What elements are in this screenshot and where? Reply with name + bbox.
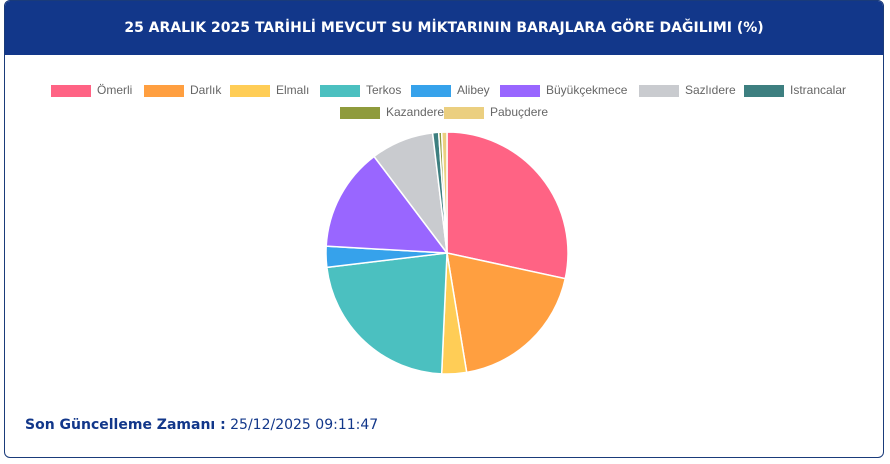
- legend-swatch: [230, 85, 270, 97]
- legend-swatch: [340, 107, 380, 119]
- footer-label: Son Güncelleme Zamanı :: [25, 417, 226, 433]
- chart-title: 25 ARALIK 2025 TARİHLİ MEVCUT SU MİKTARI…: [5, 1, 883, 55]
- pie-slice: [446, 131, 569, 280]
- legend-swatch: [500, 85, 540, 97]
- footer: Son Güncelleme Zamanı : 25/12/2025 09:11…: [25, 417, 378, 433]
- legend-label: Elmalı: [276, 83, 309, 97]
- pie-slice: [446, 252, 567, 374]
- legend-swatch: [744, 85, 784, 97]
- legend-swatch: [639, 85, 679, 97]
- legend-swatch: [144, 85, 184, 97]
- legend-swatch: [411, 85, 451, 97]
- legend-label: Alibey: [457, 83, 490, 97]
- legend-label: Ömerli: [97, 83, 132, 97]
- pie-slice: [325, 155, 449, 254]
- legend-label: Terkos: [366, 83, 401, 97]
- legend-label: Büyükçekmece: [546, 83, 628, 97]
- legend-label: Darlık: [190, 83, 222, 97]
- legend-swatch: [51, 85, 91, 97]
- chart: Ömerli Darlık Elmalı Terkos Alibey Büyükçekme…: [51, 83, 846, 375]
- legend-label: Kazandere: [386, 105, 444, 119]
- pie-slice: [440, 131, 448, 254]
- legend-swatch: [444, 107, 484, 119]
- pie-slice: [326, 252, 448, 375]
- card: 25 ARALIK 2025 TARİHLİ MEVCUT SU MİKTARI…: [4, 0, 884, 458]
- legend-label: Istrancalar: [790, 83, 846, 97]
- footer-value: 25/12/2025 09:11:47: [230, 417, 379, 433]
- legend-label: Sazlıdere: [685, 83, 736, 97]
- legend-swatch: [320, 85, 360, 97]
- legend-label: Pabuçdere: [490, 105, 548, 119]
